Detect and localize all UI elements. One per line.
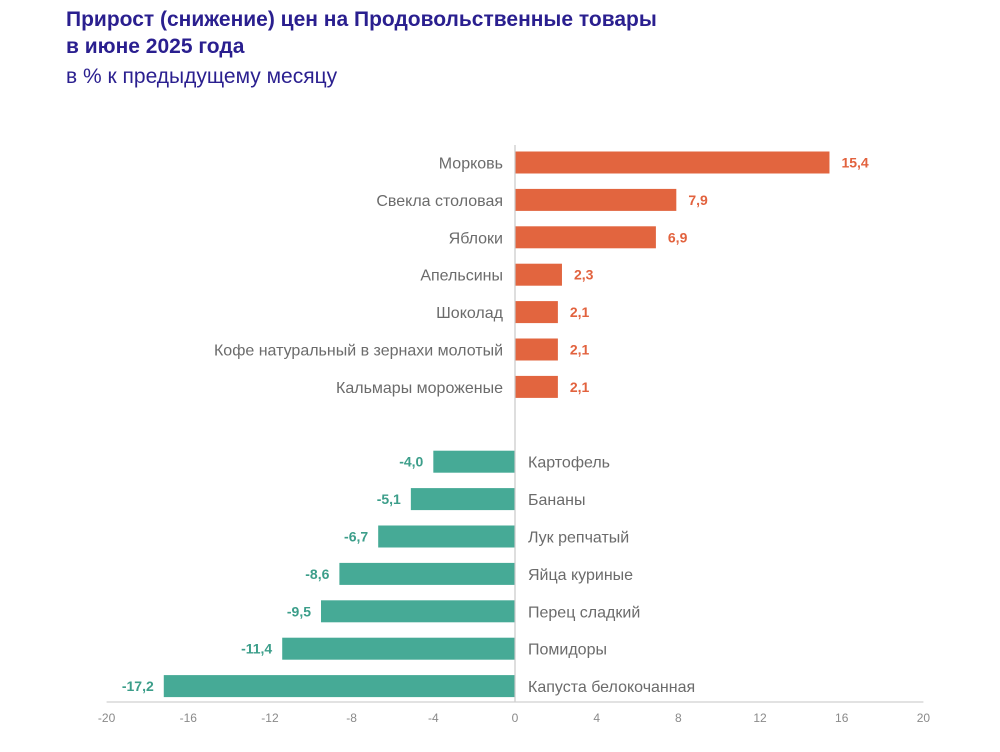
x-tick-label: 16 [835,711,849,725]
x-tick-label: 20 [917,711,931,725]
bar-2 [515,188,677,211]
data-label: 6,9 [668,229,688,245]
bar-12 [321,600,515,623]
category-label: Перец сладкий [528,604,640,621]
x-tick-label: -20 [98,711,116,725]
data-label: -11,4 [241,641,272,657]
category-label: Морковь [439,156,503,173]
category-label: Капуста белокочанная [528,679,695,696]
x-tick-label: 8 [675,711,682,725]
chart-title-line-1: Прирост (снижение) цен на Продовольствен… [66,8,657,31]
bar-6 [515,338,558,361]
bar-10 [378,525,515,548]
data-label: -9,5 [287,603,311,619]
bar-11 [339,562,515,585]
bar-14 [163,675,515,698]
chart-subtitle: в % к предыдущему месяцу [66,65,338,88]
data-label: 7,9 [688,192,708,208]
bar-3 [515,226,656,249]
data-label: -4,0 [399,454,423,470]
labels-group: 15,4 Морковь 7,9 Свекла столовая 6,9 Яблоки 2,… [122,155,869,697]
category-label: Бананы [528,492,585,509]
bar-1 [515,151,830,174]
bar-5 [515,301,558,324]
x-tick-label: 0 [512,711,519,725]
data-label: 15,4 [841,155,868,171]
x-axis: -20 -16 -12 -8 -4 0 4 8 12 16 20 [98,145,930,725]
x-tick-label: -12 [261,711,279,725]
chart-title-line-2: в июне 2025 года [66,35,245,58]
x-tick-label: 4 [593,711,600,725]
bar-13 [282,637,515,660]
data-label: 2,1 [570,342,590,358]
bar-4 [515,263,562,286]
category-label: Яйца куриные [528,567,633,584]
bar-7 [515,375,558,398]
category-label: Помидоры [528,642,607,659]
category-label: Яблоки [449,230,503,247]
data-label: 2,3 [574,267,594,283]
bars-group [163,151,830,698]
x-tick-label: -16 [180,711,198,725]
data-label: -6,7 [344,529,368,545]
category-label: Лук репчатый [528,530,629,547]
data-label: -5,1 [377,491,401,507]
category-label: Шоколад [436,305,504,322]
category-label: Апельсины [420,268,503,285]
x-tick-label: -4 [428,711,439,725]
x-tick-label: 12 [753,711,767,725]
bar-8 [433,450,515,473]
category-label: Свекла столовая [376,193,503,210]
data-label: -17,2 [122,678,154,694]
category-label: Картофель [528,455,610,472]
data-label: 2,1 [570,304,590,320]
chart-title: Прирост (снижение) цен на Продовольствен… [66,6,657,60]
data-label: 2,1 [570,379,590,395]
data-label: -8,6 [305,566,329,582]
bar-9 [410,488,515,511]
category-label: Кальмары мороженые [336,380,503,397]
category-label: Кофе натуральный в зернахи молотый [214,343,503,360]
x-tick-label: -8 [346,711,357,725]
